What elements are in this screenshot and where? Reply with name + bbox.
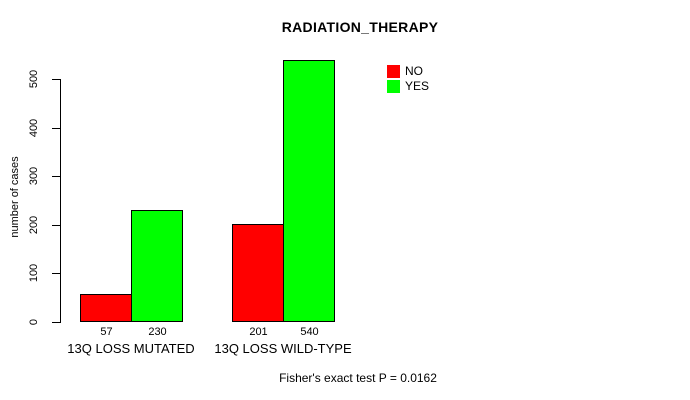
- category-label: 13Q LOSS MUTATED: [67, 341, 195, 356]
- legend: NO YES: [387, 64, 429, 93]
- legend-item-yes: YES: [387, 79, 429, 93]
- y-tick-label: 100: [28, 263, 40, 283]
- legend-swatch-yes: [387, 79, 400, 93]
- bar-no-group2: [232, 224, 284, 322]
- legend-label-no: NO: [405, 64, 423, 78]
- bar-value-label: 201: [249, 326, 268, 338]
- bar-value-label: 540: [300, 326, 319, 338]
- bar-no-group1: [80, 294, 132, 322]
- y-tick-label: 0: [28, 318, 40, 326]
- category-label: 13Q LOSS WILD-TYPE: [214, 341, 352, 356]
- y-tick-label: 500: [28, 69, 40, 89]
- y-tick: [52, 128, 60, 129]
- legend-swatch-no: [387, 64, 400, 78]
- y-tick: [52, 79, 60, 80]
- chart-title: RADIATION_THERAPY: [281, 19, 439, 35]
- y-tick: [52, 273, 60, 274]
- y-tick-label: 400: [28, 118, 40, 138]
- bar-value-label: 57: [100, 326, 113, 338]
- bar-yes-group1: [131, 210, 183, 322]
- bar-value-label: 230: [148, 326, 167, 338]
- y-tick: [52, 176, 60, 177]
- y-tick: [52, 322, 60, 323]
- y-tick-label: 200: [28, 215, 40, 235]
- y-axis-line: [60, 79, 61, 323]
- annotation-fisher-test: Fisher's exact test P = 0.0162: [279, 371, 437, 385]
- y-axis-label: number of cases: [9, 156, 21, 238]
- legend-label-yes: YES: [405, 79, 430, 93]
- y-tick: [52, 225, 60, 226]
- y-tick-label: 300: [28, 166, 40, 186]
- bar-yes-group2: [283, 60, 335, 322]
- legend-item-no: NO: [387, 64, 429, 78]
